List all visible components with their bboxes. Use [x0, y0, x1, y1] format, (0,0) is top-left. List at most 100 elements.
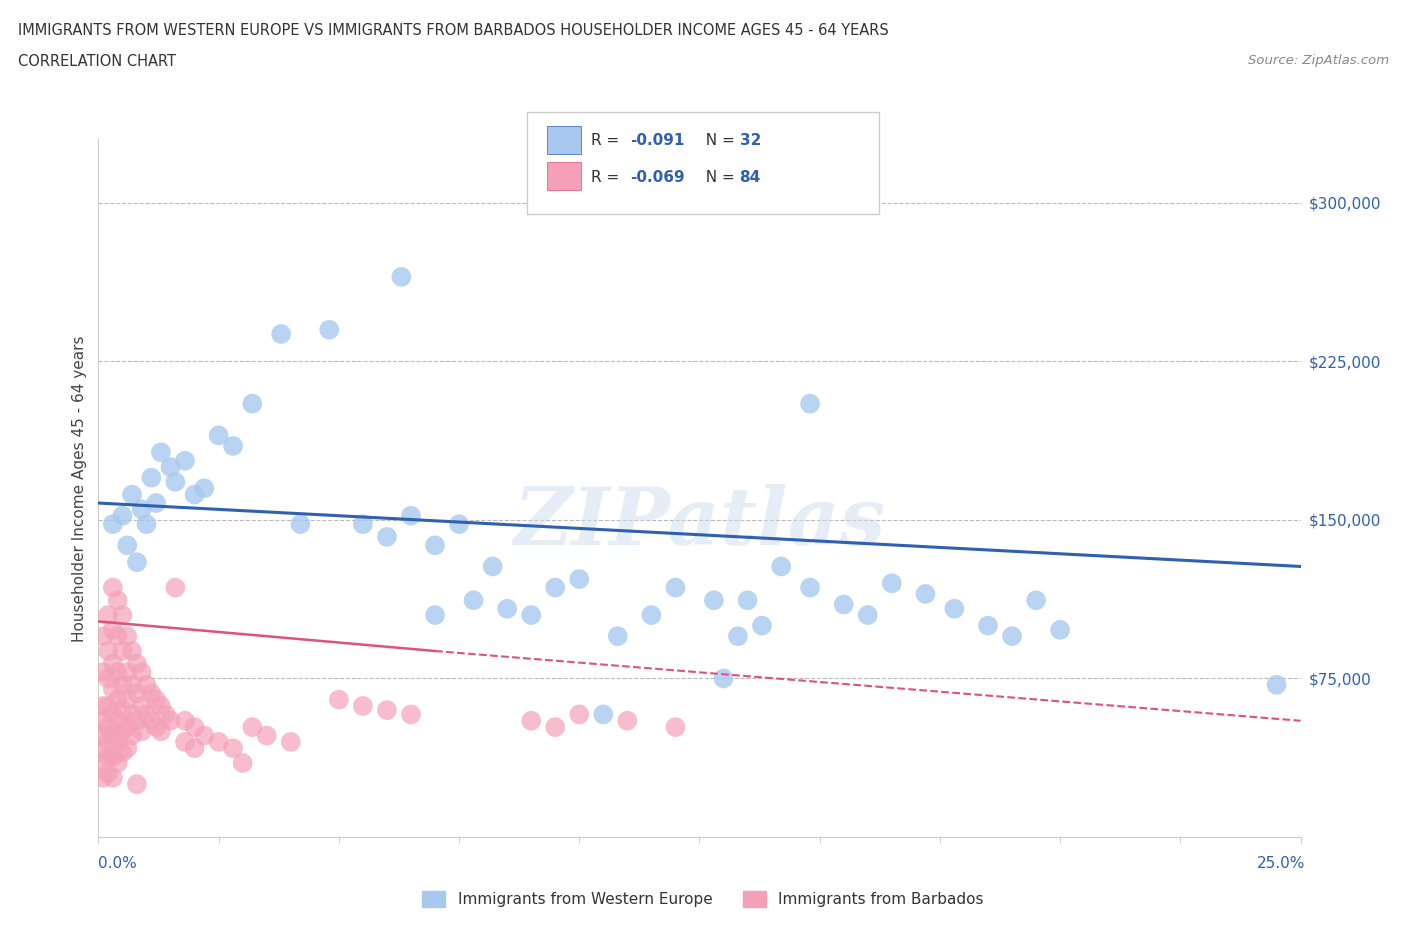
Point [91, 728, 114, 743]
Point [101, 750, 124, 764]
Point [111, 703, 134, 718]
Point [125, 777, 148, 791]
Point [352, 698, 374, 713]
Point [232, 755, 254, 770]
Point [121, 644, 143, 658]
Point [131, 502, 153, 517]
Point [117, 629, 139, 644]
Point [713, 671, 735, 686]
Point [328, 692, 350, 707]
Point [770, 559, 793, 574]
Point [97, 607, 120, 622]
Point [352, 517, 374, 532]
Point [117, 665, 139, 680]
Point [977, 618, 1000, 633]
Point [91, 741, 114, 756]
Point [568, 572, 591, 587]
Point [97, 750, 120, 764]
Point [131, 698, 153, 713]
Point [463, 592, 485, 607]
Point [375, 703, 398, 718]
Point [208, 735, 231, 750]
Point [111, 607, 134, 622]
Point [799, 396, 821, 411]
Point [125, 555, 148, 570]
Text: IMMIGRANTS FROM WESTERN EUROPE VS IMMIGRANTS FROM BARBADOS HOUSEHOLDER INCOME AG: IMMIGRANTS FROM WESTERN EUROPE VS IMMIGR… [18, 23, 889, 38]
Point [111, 509, 134, 524]
Point [240, 720, 263, 735]
Point [101, 580, 124, 595]
Point [423, 607, 446, 622]
Point [1049, 622, 1071, 637]
Point [399, 509, 422, 524]
Point [101, 707, 124, 722]
Text: 84: 84 [740, 170, 761, 185]
Point [544, 720, 567, 735]
Point [703, 592, 725, 607]
Text: -0.091: -0.091 [630, 133, 685, 148]
Point [111, 745, 134, 760]
Point [135, 707, 157, 722]
Legend: Immigrants from Western Europe, Immigrants from Barbados: Immigrants from Western Europe, Immigran… [416, 884, 990, 913]
Point [111, 677, 134, 692]
Point [737, 592, 759, 607]
Point [165, 580, 187, 595]
Point [520, 713, 543, 728]
Point [101, 657, 124, 671]
Text: N =: N = [696, 133, 740, 148]
Point [799, 580, 821, 595]
Point [727, 629, 749, 644]
Point [174, 735, 197, 750]
Point [97, 644, 120, 658]
Point [107, 692, 129, 707]
Text: 32: 32 [740, 133, 761, 148]
Point [280, 735, 302, 750]
Point [149, 698, 172, 713]
Point [117, 720, 139, 735]
Point [97, 720, 120, 735]
Point [149, 445, 172, 459]
Y-axis label: Householder Income Ages 45 - 64 years: Householder Income Ages 45 - 64 years [72, 335, 87, 642]
Text: CORRELATION CHART: CORRELATION CHART [18, 54, 176, 69]
Point [141, 713, 163, 728]
Point [193, 728, 215, 743]
Point [117, 538, 139, 552]
Point [121, 728, 143, 743]
Point [496, 602, 519, 617]
Point [222, 439, 245, 454]
Point [107, 665, 129, 680]
Point [101, 517, 124, 532]
Point [183, 487, 205, 502]
Point [165, 474, 187, 489]
Point [240, 396, 263, 411]
Point [135, 517, 157, 532]
Point [222, 741, 245, 756]
Point [141, 471, 163, 485]
Point [121, 677, 143, 692]
Text: ZIPatlas: ZIPatlas [513, 485, 886, 562]
Point [91, 713, 114, 728]
Point [664, 720, 686, 735]
Point [208, 428, 231, 443]
Point [447, 517, 470, 532]
Point [125, 657, 148, 671]
Point [91, 665, 114, 680]
Point [880, 576, 903, 591]
Point [107, 592, 129, 607]
Point [318, 323, 340, 338]
Point [568, 707, 591, 722]
Text: Source: ZipAtlas.com: Source: ZipAtlas.com [1249, 54, 1389, 67]
Point [174, 713, 197, 728]
Point [107, 755, 129, 770]
Point [1025, 592, 1047, 607]
Point [125, 685, 148, 700]
Point [399, 707, 422, 722]
Point [145, 496, 167, 511]
Point [121, 707, 143, 722]
Point [101, 682, 124, 697]
Point [389, 270, 412, 285]
Point [606, 629, 628, 644]
Text: 25.0%: 25.0% [1257, 856, 1305, 870]
Point [97, 698, 120, 713]
Point [145, 720, 167, 735]
